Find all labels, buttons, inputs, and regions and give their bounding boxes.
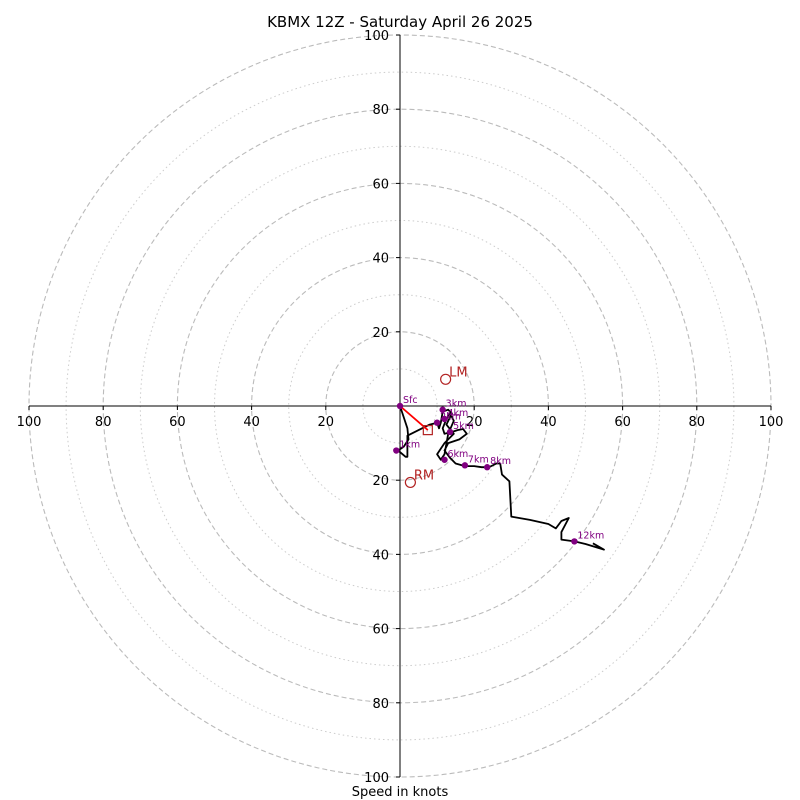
y-tick-label: 60: [372, 623, 389, 638]
y-tick-label: 20: [372, 326, 389, 341]
height-marker-8km: [483, 464, 491, 471]
x-axis-label: Speed in knots: [352, 785, 449, 800]
storm-motion-label-rm: RM: [414, 468, 434, 483]
x-tick-label: 20: [466, 415, 483, 430]
height-label-3km: 3km: [446, 399, 467, 410]
y-tick-label: 20: [372, 474, 389, 489]
storm-motion-marker-rm: [404, 476, 416, 489]
x-tick-label: 100: [17, 415, 42, 430]
x-tick-label: 80: [689, 415, 706, 430]
height-marker-7km: [461, 462, 469, 469]
y-tick-label: 40: [372, 252, 389, 267]
y-tick-label: 60: [372, 177, 389, 192]
storm-motion-label-lm: LM: [449, 365, 467, 380]
x-tick-label: 80: [95, 415, 112, 430]
height-marker-12km: [571, 538, 578, 545]
y-tick-label: 100: [364, 29, 389, 44]
height-label-4km: 4km: [448, 408, 469, 419]
height-label-8km: 8km: [490, 456, 511, 467]
height-marker-1km: [393, 447, 400, 454]
storm-motions: LM RM: [399, 365, 468, 489]
x-tick-label: 20: [318, 415, 335, 430]
height-marker-5km: [446, 428, 454, 436]
y-tick-label: 100: [364, 771, 389, 786]
y-tick-label: 40: [372, 548, 389, 563]
height-marker-3km: [439, 406, 446, 413]
tick-labels: 100 80 60 40 20 20 40 60 80 100 100 80 60 40 20 20 40 60 8…: [17, 29, 784, 786]
y-tick-label: 80: [372, 103, 389, 118]
height-label-12km: 12km: [577, 530, 604, 541]
x-tick-label: 60: [614, 415, 631, 430]
height-marker-6km: [441, 456, 448, 463]
height-marker-sfc: [396, 402, 404, 410]
height-label-6km: 6km: [448, 449, 469, 460]
chart-title: KBMX 12Z - Saturday April 26 2025: [267, 13, 533, 31]
height-label-1km: 1km: [399, 440, 420, 451]
storm-motion-marker-lm: [440, 373, 452, 385]
height-label-5km: 5km: [453, 421, 474, 432]
mean-wind-marker: [422, 425, 433, 436]
height-label-2km: 2km: [440, 412, 461, 423]
height-marker-4km: [441, 415, 448, 423]
x-tick-label: 40: [243, 415, 260, 430]
height-label-7km: 7km: [468, 454, 489, 465]
x-tick-label: 100: [759, 415, 784, 430]
y-tick-label: 80: [372, 697, 389, 712]
height-label-sfc: Sfc: [403, 395, 418, 406]
x-tick-label: 60: [169, 415, 186, 430]
height-marker-2km: [433, 419, 441, 426]
x-tick-label: 40: [540, 415, 557, 430]
